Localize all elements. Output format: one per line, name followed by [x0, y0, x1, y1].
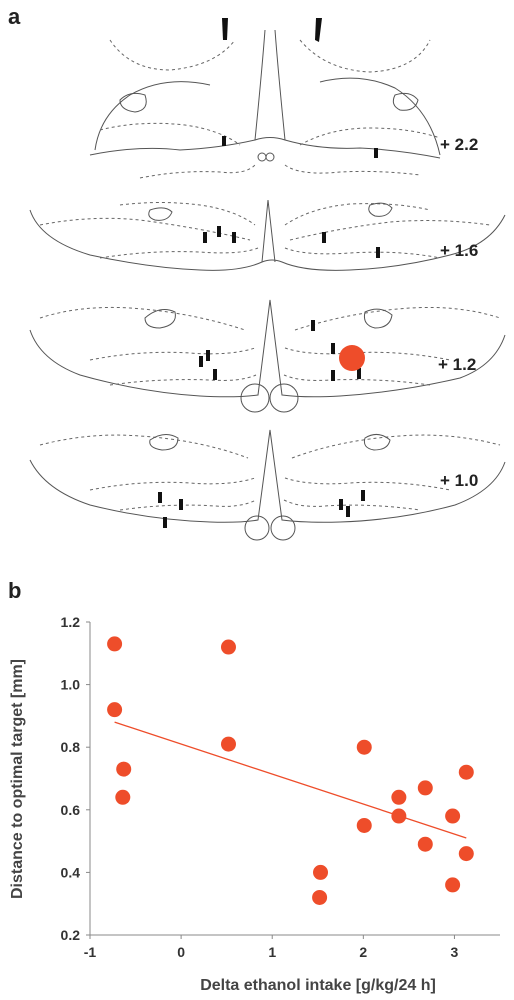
data-point: [445, 808, 461, 824]
x-ticks: -1 0 1 2 3: [84, 935, 459, 960]
data-point: [356, 739, 372, 755]
y-tick-label: 1.0: [61, 677, 81, 693]
x-tick-label: 3: [451, 944, 459, 960]
data-points: [107, 636, 474, 905]
x-tick-label: -1: [84, 944, 97, 960]
data-point: [391, 789, 407, 805]
y-tick-label: 0.8: [61, 739, 81, 755]
trendline: [114, 721, 467, 839]
data-point: [220, 736, 236, 752]
panel-b-label: b: [8, 578, 21, 603]
data-point: [391, 808, 407, 824]
section-label: + 1.6: [440, 241, 478, 260]
data-point: [116, 761, 132, 777]
data-point: [115, 789, 131, 805]
y-axis-label: Distance to optimal target [mm]: [9, 659, 26, 899]
data-point: [356, 817, 372, 833]
data-point: [417, 780, 433, 796]
x-tick-label: 1: [268, 944, 276, 960]
section-1-2: + 1.2: [29, 299, 506, 413]
data-point: [107, 636, 123, 652]
section-1-0: + 1.0: [29, 429, 506, 541]
data-point: [313, 864, 329, 880]
section-label: + 1.0: [440, 471, 478, 490]
data-point: [458, 846, 474, 862]
panel-a-label: a: [8, 4, 21, 29]
x-axis-label: Delta ethanol intake [g/kg/24 h]: [200, 977, 436, 994]
data-point: [107, 702, 123, 718]
data-point: [312, 889, 328, 905]
trendline-group: [114, 721, 467, 839]
section-2-2: + 2.2: [89, 18, 478, 179]
section-label: + 1.2: [438, 355, 476, 374]
x-tick-label: 0: [177, 944, 185, 960]
data-point: [417, 836, 433, 852]
y-tick-label: 0.6: [61, 802, 81, 818]
scatter-chart: 0.2 0.4 0.6 0.8 1.0 1.2 -1 0 1 2 3 Distance to op…: [9, 614, 500, 994]
x-tick-label: 2: [359, 944, 367, 960]
brain-atlas: + 2.2 + 1.6: [29, 18, 506, 541]
section-1-6: + 1.6: [29, 199, 506, 271]
data-point: [445, 877, 461, 893]
y-tick-label: 0.4: [61, 864, 81, 880]
section-label: + 2.2: [440, 135, 478, 154]
data-point: [458, 764, 474, 780]
optimal-target-marker: [339, 345, 365, 371]
y-tick-label: 0.2: [61, 927, 81, 943]
data-point: [220, 639, 236, 655]
y-tick-label: 1.2: [61, 614, 81, 630]
y-ticks: 0.2 0.4 0.6 0.8 1.0 1.2: [61, 614, 90, 943]
